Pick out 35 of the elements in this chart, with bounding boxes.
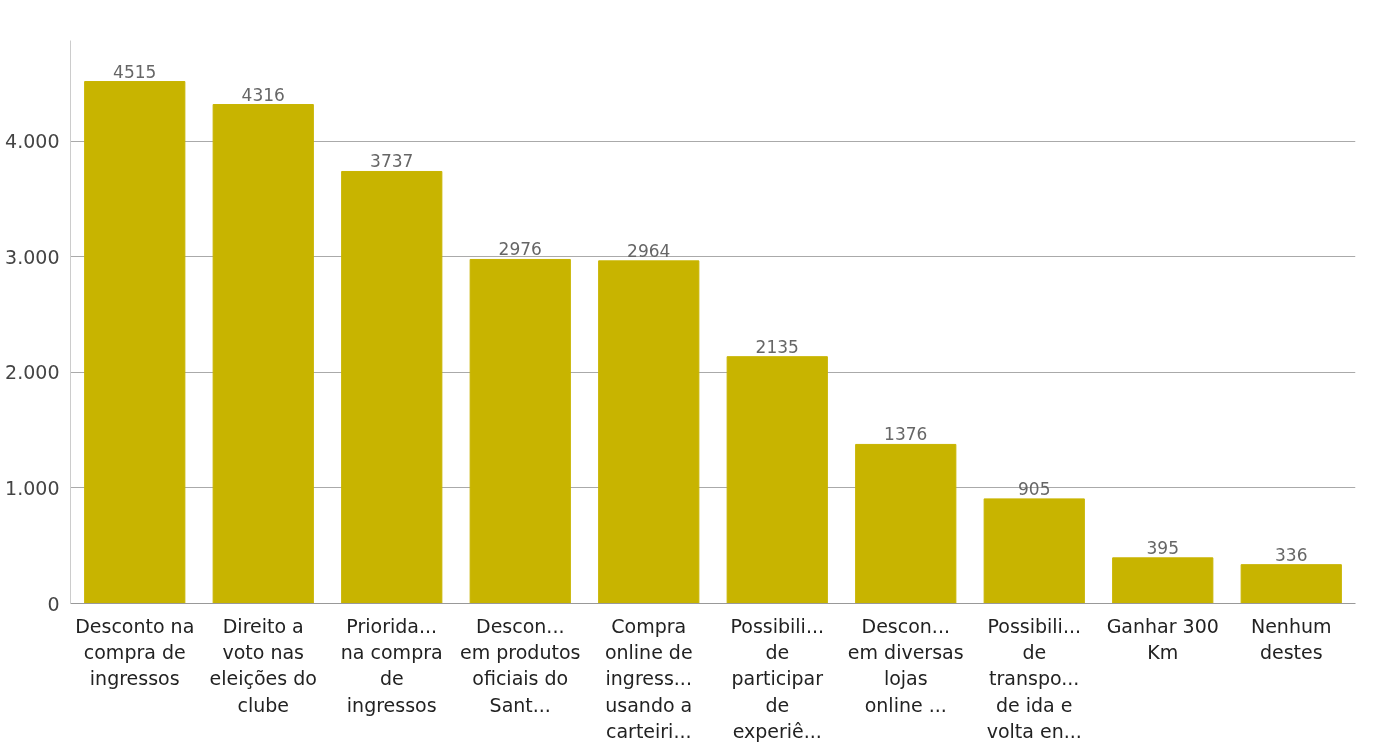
x-tick-label: Compra online de ingress... usando a carteiri... xyxy=(604,614,693,743)
x-tick-label: Nenhum destes xyxy=(1250,614,1332,663)
bar xyxy=(84,81,186,604)
bar xyxy=(855,443,957,604)
data-label: 3737 xyxy=(370,151,414,172)
y-tick-label: 2.000 xyxy=(5,361,60,384)
data-label: 2964 xyxy=(627,240,671,261)
bar xyxy=(983,498,1085,604)
data-label: 2135 xyxy=(755,336,799,357)
x-tick-label: Descon... em diversas lojas online ... xyxy=(847,614,964,716)
bar xyxy=(1112,557,1214,604)
data-label: 4316 xyxy=(241,84,285,105)
x-tick-label: Ganhar 300 Km xyxy=(1106,614,1219,663)
bar xyxy=(726,356,828,604)
data-label: 905 xyxy=(1018,478,1051,499)
x-tick-label: Desconto na compra de ingressos xyxy=(75,614,195,690)
y-tick-label: 4.000 xyxy=(5,130,60,153)
x-tick-label: Direito a voto nas eleições do clube xyxy=(209,614,317,716)
y-tick-label: 0 xyxy=(47,592,60,615)
data-label: 1376 xyxy=(884,424,928,445)
data-label: 2976 xyxy=(498,239,542,260)
y-tick-label: 3.000 xyxy=(5,245,60,268)
data-label: 336 xyxy=(1275,544,1308,565)
bar xyxy=(341,170,443,604)
x-tick-label: Possibili... de transpo... de ida e volta en... xyxy=(986,614,1082,743)
data-label: 395 xyxy=(1146,537,1179,558)
x-tick-label: Descon... em produtos oficiais do Sant... xyxy=(460,614,581,716)
bar xyxy=(212,104,314,604)
y-tick-label: 1.000 xyxy=(5,476,60,499)
data-label: 4515 xyxy=(113,61,157,82)
bar xyxy=(1240,564,1342,604)
x-tick-label: Possibili... de participar de experiê... xyxy=(730,614,824,743)
bar xyxy=(469,258,571,604)
x-tick-label: Priorida... na compra de ingressos xyxy=(340,614,443,716)
bar xyxy=(598,260,700,604)
